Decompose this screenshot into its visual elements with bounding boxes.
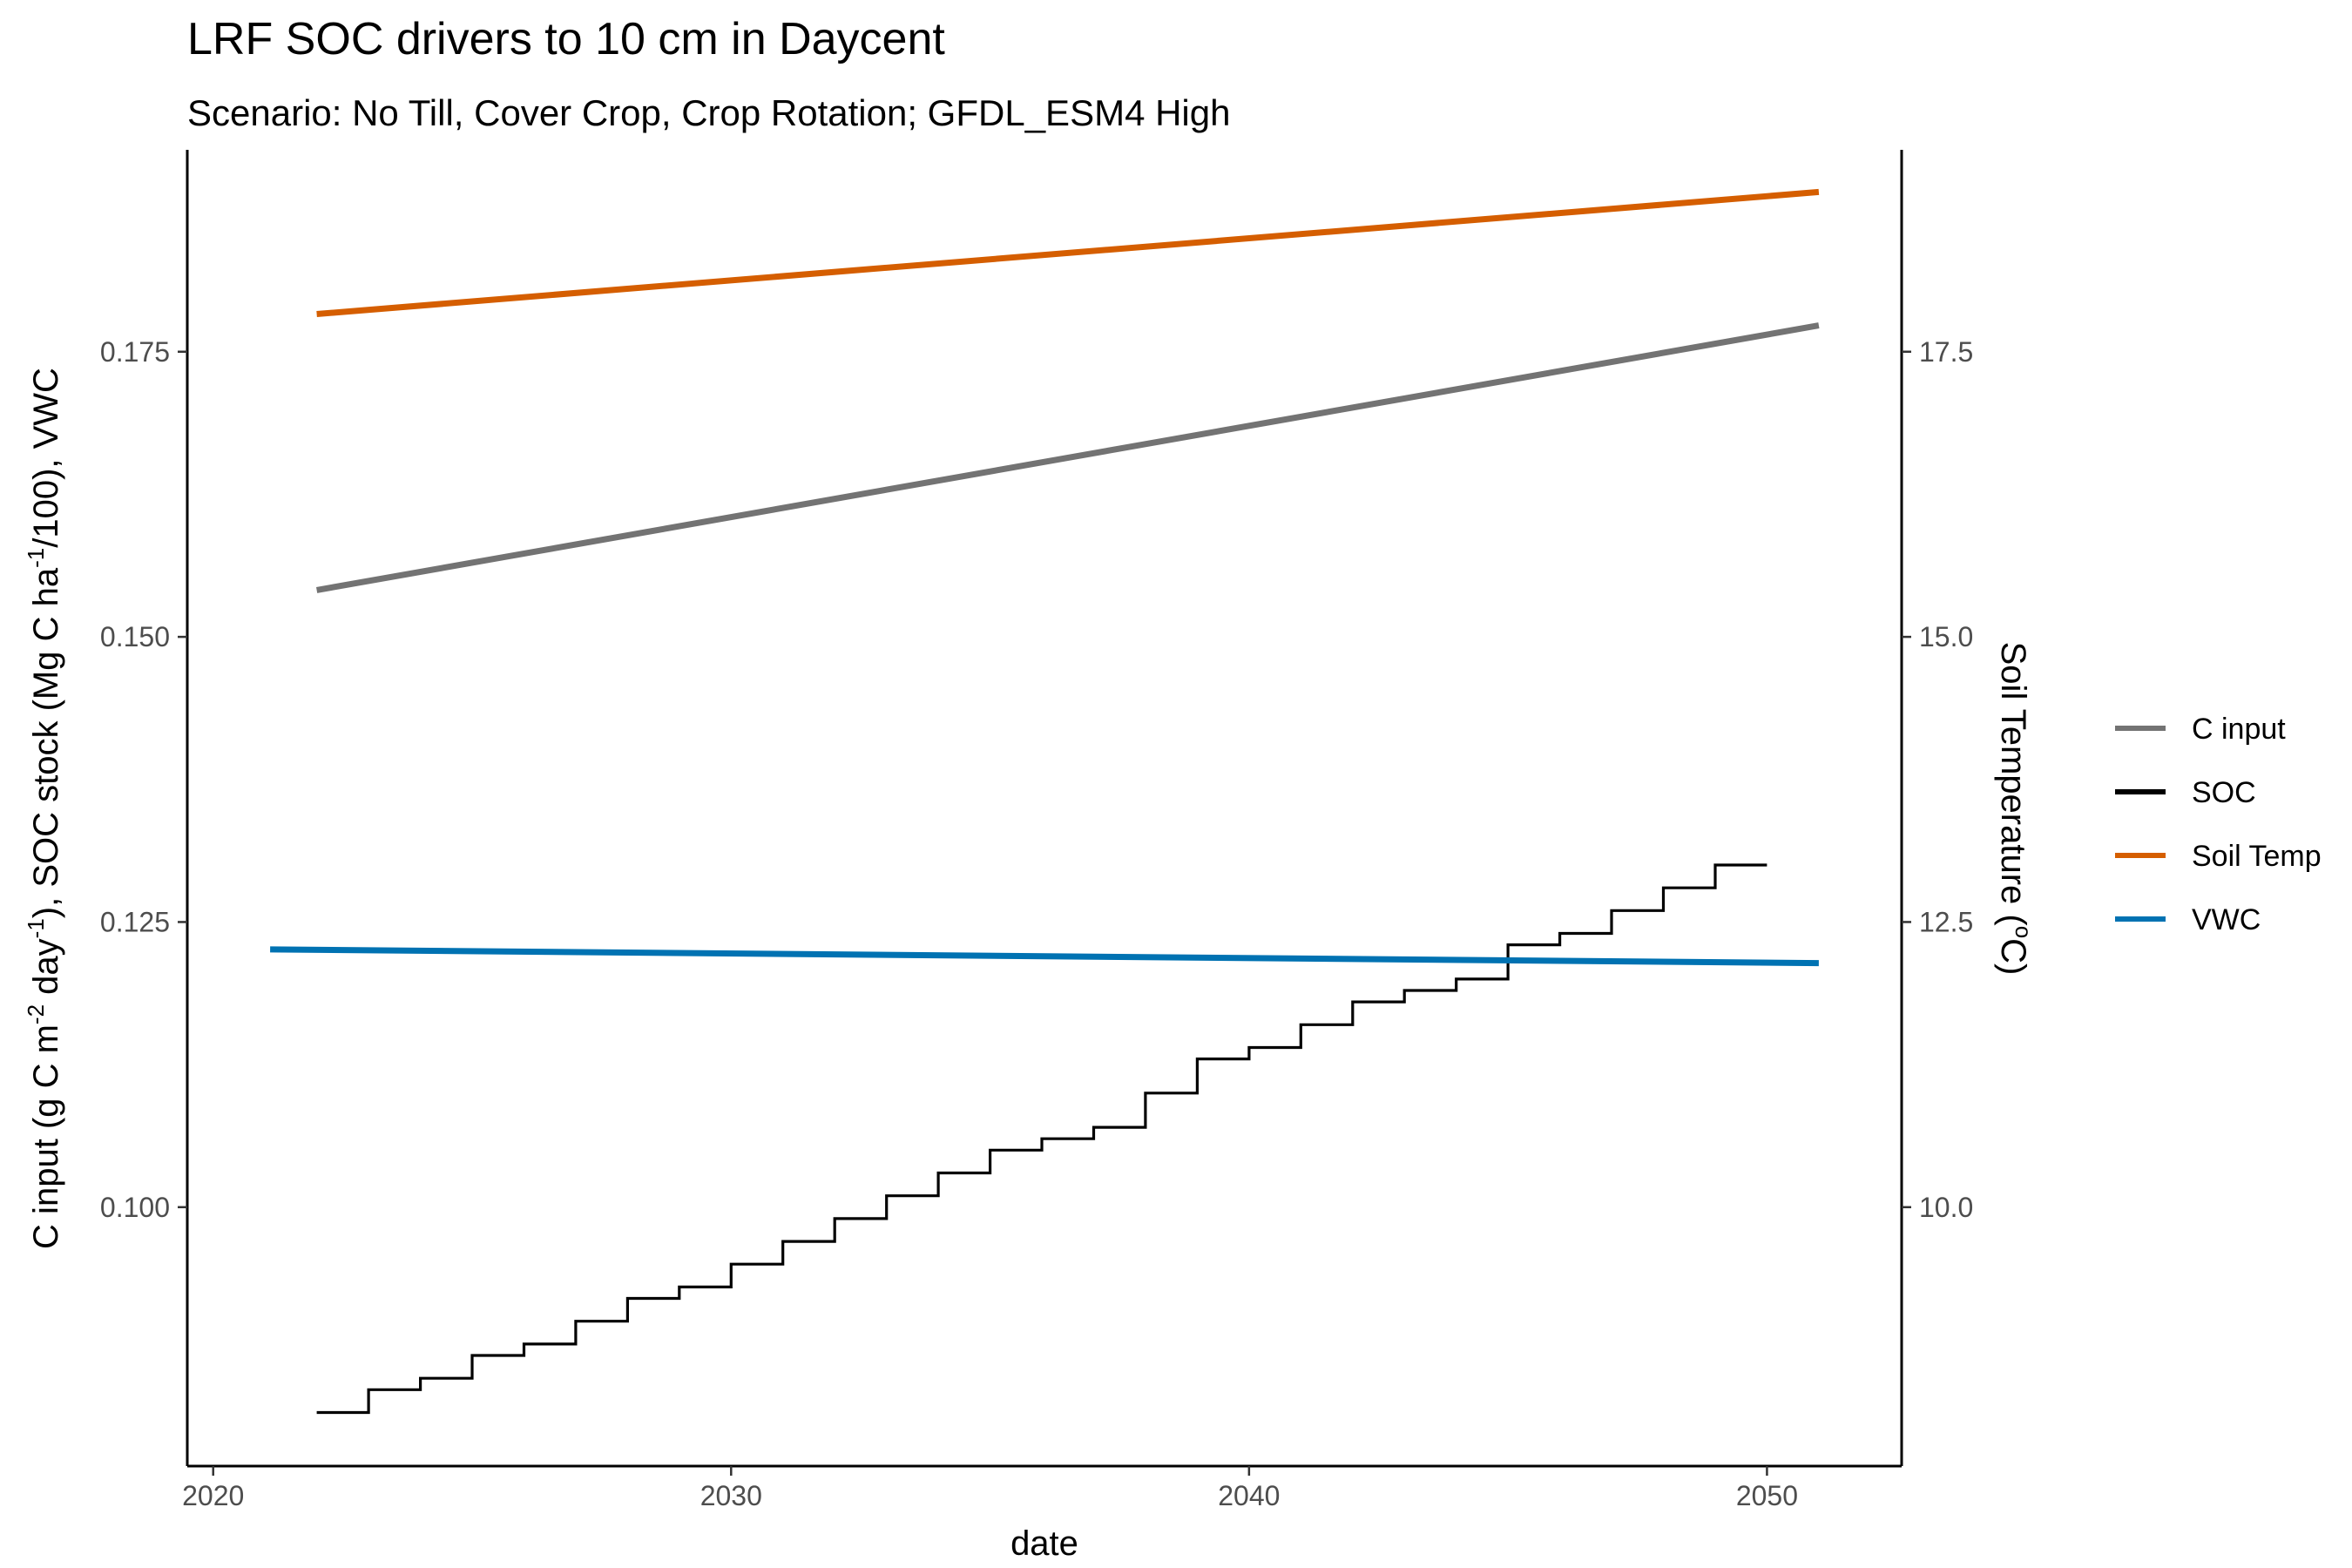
y-axis-left-title-superscript: -2 — [23, 1004, 49, 1024]
x-tick-label: 2040 — [1218, 1480, 1280, 1511]
y-tick-label: 0.175 — [100, 336, 170, 368]
y2-tick-label: 10.0 — [1919, 1192, 1973, 1223]
chart-title: LRF SOC drivers to 10 cm in Daycent — [187, 14, 945, 64]
legend-label-soc: SOC — [2192, 776, 2256, 809]
y-axis-left-title-superscript: -1 — [23, 548, 49, 568]
y-axis-left-ticks: 0.100 0.125 0.150 0.175 — [100, 336, 187, 1223]
y-axis-right-ticks: 10.0 12.5 15.0 17.5 — [1902, 336, 1973, 1223]
series-line-soil-temp — [316, 188, 1820, 317]
legend-label-c-input: C input — [2192, 713, 2286, 746]
x-tick-label: 2050 — [1736, 1480, 1798, 1511]
legend-label-soil-temp: Soil Temp — [2192, 840, 2322, 873]
chart-subtitle: Scenario: No Till, Cover Crop, Crop Rota… — [187, 92, 1230, 133]
y-axis-left-title-part: C input (g C m — [27, 1024, 65, 1249]
legend: C input SOC Soil Temp VWC — [2115, 713, 2322, 936]
x-tick-label: 2020 — [182, 1480, 244, 1511]
y-axis-left-title-part: ), SOC stock (Mg C ha — [27, 567, 65, 918]
series-line-soc — [316, 863, 1767, 1415]
y-axis-left-title-part: day — [27, 938, 65, 1004]
legend-label-vwc: VWC — [2192, 903, 2261, 936]
y-tick-label: 0.100 — [100, 1192, 170, 1223]
series-line-c-input — [315, 322, 1820, 593]
y-axis-right-title-superscript: o — [2011, 926, 2037, 938]
x-axis-ticks: 2020 2030 2040 2050 — [182, 1466, 1798, 1511]
series-layer — [270, 188, 1820, 1415]
y-axis-right-title-part: Soil Temperature ( — [1994, 642, 2032, 927]
series-line-vwc — [270, 946, 1819, 967]
y-axis-left-title-superscript: -1 — [23, 918, 49, 938]
y-tick-label: 0.125 — [100, 906, 170, 937]
y-axis-right-title: Soil Temperature (oC) — [1994, 642, 2037, 976]
x-tick-label: 2030 — [700, 1480, 762, 1511]
y-tick-label: 0.150 — [100, 621, 170, 652]
y-axis-left-title: C input (g C m-2 day-1), SOC stock (Mg C… — [23, 368, 65, 1249]
x-axis-title: date — [1010, 1524, 1078, 1563]
y2-tick-label: 12.5 — [1919, 906, 1973, 937]
y2-tick-label: 17.5 — [1919, 336, 1973, 368]
y2-tick-label: 15.0 — [1919, 621, 1973, 652]
y-axis-right-title-part: C) — [1994, 938, 2032, 975]
y-axis-left-title-part: /100), VWC — [27, 368, 65, 548]
